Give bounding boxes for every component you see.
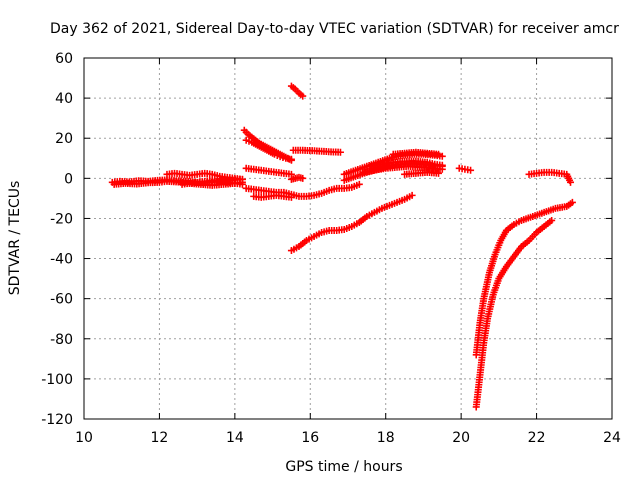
data-point	[467, 166, 475, 174]
data-point	[567, 178, 575, 186]
data-point	[548, 216, 556, 224]
series-arc18	[389, 148, 443, 158]
chart-title: Day 362 of 2021, Sidereal Day-to-day VTE…	[50, 21, 619, 37]
data-point	[336, 148, 344, 156]
y-tick-label: -20	[50, 211, 73, 227]
y-tick-label: 40	[55, 91, 73, 107]
series-arc3	[163, 169, 246, 183]
series-arc23	[525, 168, 575, 186]
grid	[84, 58, 612, 419]
data-point	[438, 165, 446, 173]
data-point	[299, 174, 307, 182]
y-axis-label: SDTVAR / TECUs	[7, 181, 23, 296]
y-tick-label: 0	[64, 171, 73, 187]
series-arc20	[455, 164, 475, 174]
y-tick-label: -80	[50, 332, 73, 348]
x-tick-label: 18	[377, 430, 395, 446]
x-tick-label: 16	[301, 430, 319, 446]
series-arc17	[359, 162, 446, 176]
data-point	[299, 92, 307, 100]
y-tick-label: -60	[50, 292, 73, 308]
data-point	[568, 198, 576, 206]
y-tick-label: 20	[55, 131, 73, 147]
x-tick-label: 20	[452, 430, 470, 446]
data-point	[355, 180, 363, 188]
data-point	[408, 191, 416, 199]
series-arc10	[287, 173, 307, 183]
data-point	[287, 193, 295, 201]
axis-ticks: 10 12 14 16 18 20 22 24 -120 -100 -80 -60 -40 -20 0 20 4…	[41, 51, 621, 446]
data-points	[108, 82, 576, 411]
data-point	[287, 155, 295, 163]
series-arc7	[242, 164, 295, 178]
data-point	[435, 169, 443, 177]
series-arc11	[287, 82, 307, 100]
series-arc22	[472, 216, 556, 411]
y-tick-label: -120	[41, 412, 73, 428]
x-tick-label: 10	[75, 430, 93, 446]
series-arc13	[287, 191, 416, 255]
series-arc4	[178, 176, 246, 188]
x-tick-label: 14	[226, 430, 244, 446]
x-tick-label: 22	[528, 430, 546, 446]
series-arc6	[242, 136, 295, 163]
data-point	[238, 180, 246, 188]
y-tick-label: -100	[41, 372, 73, 388]
x-tick-label: 24	[603, 430, 621, 446]
series-arc12	[289, 146, 344, 156]
x-tick-label: 12	[151, 430, 169, 446]
y-tick-label: -40	[50, 252, 73, 268]
series-arc21	[472, 198, 576, 359]
series-arc19	[401, 168, 443, 178]
data-point	[435, 150, 443, 158]
series-arc9	[250, 191, 295, 201]
data-point	[438, 152, 446, 160]
plot-frame	[83, 57, 613, 420]
y-tick-label: 60	[55, 51, 73, 67]
x-axis-label: GPS time / hours	[285, 459, 402, 475]
